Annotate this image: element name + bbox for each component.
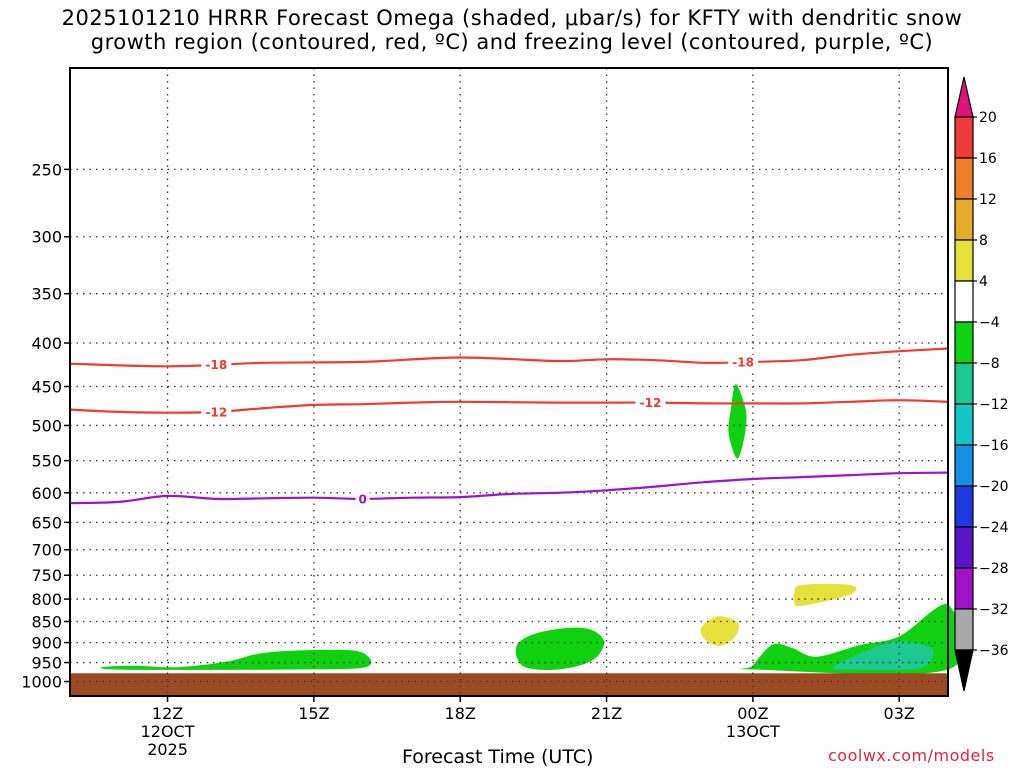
contour-label: -18: [205, 358, 227, 372]
contour-line: [69, 347, 949, 368]
colorbar-bin: [954, 116, 974, 159]
date-tick-label: 12OCT: [141, 722, 195, 741]
contour-label: -12: [205, 405, 227, 419]
colorbar-tick-label: −36: [979, 643, 1009, 659]
colorbar-tick-label: 4: [979, 274, 988, 290]
pressure-axis: 250 300 350 400 450 500 550 600 650 700 750 800 850 9…: [21, 160, 70, 692]
pressure-tick-label: 400: [31, 334, 62, 353]
plot-frame: [69, 67, 949, 697]
omega-region: [515, 627, 605, 670]
grid-lines: [70, 68, 948, 696]
chart-title: 2025101210 HRRR Forecast Omega (shaded, …: [0, 6, 1024, 54]
contour-label: 0: [358, 492, 366, 506]
colorbar-bin: [954, 485, 974, 528]
pressure-tick-label: 250: [31, 160, 62, 179]
colorbar-tick-label: 8: [979, 233, 988, 249]
colorbar-bin: [954, 239, 974, 282]
pressure-tick-label: 700: [31, 541, 62, 560]
pressure-tick-label: 900: [31, 634, 62, 653]
pressure-tick-label: 1000: [21, 673, 62, 692]
website-credit[interactable]: coolwx.com/models: [828, 746, 995, 765]
contour-label-background: [635, 395, 666, 410]
colorbar-bin: [954, 321, 974, 364]
time-tick-label: 21Z: [591, 704, 622, 723]
pressure-tick-label: 850: [31, 612, 62, 631]
pressure-tick-label: 950: [31, 654, 62, 673]
colorbar-tick-label: −12: [979, 397, 1009, 413]
contour-label-background: [201, 404, 232, 419]
pressure-tick-label: 450: [31, 378, 62, 397]
pressure-tick-label: 550: [31, 452, 62, 471]
colorbar-tick-label: −24: [979, 520, 1009, 536]
colorbar-bin: [954, 608, 974, 651]
pressure-tick-label: 350: [31, 285, 62, 304]
time-tick-label: 12Z: [152, 704, 183, 723]
time-tick-label: 03Z: [884, 704, 915, 723]
pressure-tick-label: 500: [31, 416, 62, 435]
colorbar-tick-label: −32: [979, 602, 1009, 618]
colorbar-bin: [954, 526, 974, 569]
colorbar-tick-label: −20: [979, 479, 1009, 495]
pressure-tick-label: 750: [31, 566, 62, 585]
year-tick-label: 2025: [147, 740, 188, 759]
contour-label: -18: [732, 356, 754, 370]
time-tick-label: 15Z: [298, 704, 329, 723]
contour-label-background: [355, 491, 370, 506]
x-axis-label: Forecast Time (UTC): [402, 746, 594, 768]
pressure-tick-label: 600: [31, 484, 62, 503]
colorbar-bin: [954, 198, 974, 241]
colorbar-bin: [954, 280, 974, 323]
contour-label-background: [728, 355, 759, 370]
time-tick-label: 00Z: [737, 704, 768, 723]
colorbar-bin: [954, 362, 974, 405]
chart-title-line-2: growth region (contoured, red, ºC) and f…: [90, 30, 934, 54]
colorbar-bin: [954, 157, 974, 200]
colorbar-top-arrow: [954, 76, 974, 118]
time-tick-label: 18Z: [445, 704, 476, 723]
colorbar-bin: [954, 403, 974, 446]
colorbar-bottom-arrow: [954, 649, 974, 692]
colorbar-tick-label: −16: [979, 438, 1009, 454]
chart-title-line-1: 2025101210 HRRR Forecast Omega (shaded, …: [61, 6, 963, 30]
omega-region: [793, 583, 857, 607]
colorbar-tick-label: 12: [979, 192, 997, 208]
colorbar-tick-label: 20: [979, 110, 997, 126]
colorbar-bin: [954, 444, 974, 487]
colorbar-bin: [954, 567, 974, 610]
colorbar-tick-label: −28: [979, 561, 1009, 577]
temperature-contours: -18 -18 -12 -12 0: [69, 347, 949, 506]
ground-surface: [70, 673, 948, 696]
pressure-tick-label: 800: [31, 590, 62, 609]
contour-label: -12: [640, 396, 662, 410]
omega-region: [833, 641, 934, 671]
pressure-tick-label: 300: [31, 228, 62, 247]
contour-line: [69, 471, 949, 505]
omega-region: [100, 649, 372, 670]
date-tick-label: 13OCT: [726, 722, 780, 741]
omega-region: [700, 616, 740, 646]
colorbar-tick-label: −4: [979, 315, 1000, 331]
pressure-tick-label: 650: [31, 513, 62, 532]
colorbar-tick-label: −8: [979, 356, 1000, 372]
contour-label-background: [201, 357, 232, 372]
omega-colorbar: 20 16 12 8 4 −4 −8 −12 −16 −20 −24 −28 −32 −36: [954, 76, 1009, 692]
colorbar-tick-label: 16: [979, 151, 997, 167]
